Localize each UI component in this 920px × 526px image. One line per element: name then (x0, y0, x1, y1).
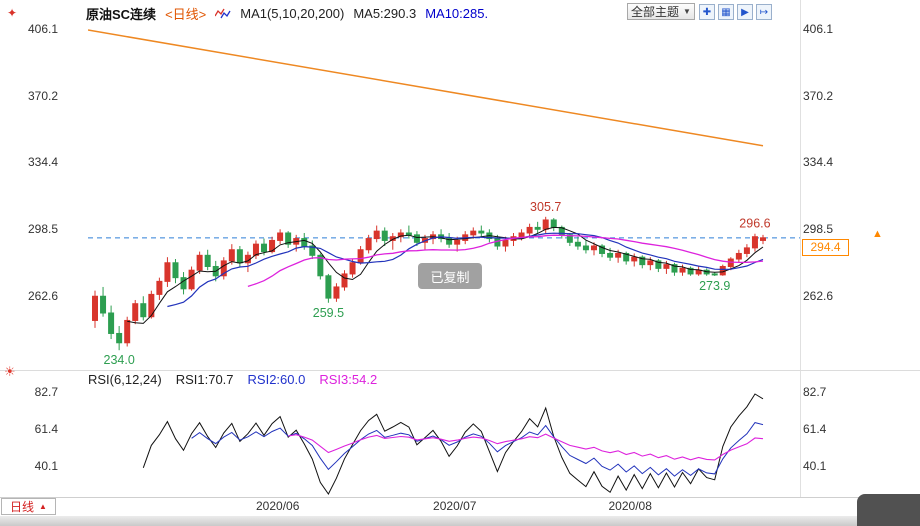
price-annotation: 234.0 (104, 353, 135, 367)
rsi3-value: RSI3:54.2 (319, 372, 378, 387)
y-tick-label: 334.4 (27, 155, 58, 170)
y-tick-label: 40.1 (803, 459, 827, 473)
rsi2-value: RSI2:60.0 (247, 372, 306, 387)
chevron-down-icon: ▼ (683, 7, 691, 16)
layout-move-icon[interactable]: ✚ (699, 4, 715, 20)
y-tick-label: 61.4 (34, 422, 58, 436)
price-annotation: 273.9 (699, 279, 730, 293)
y-tick-label: 61.4 (803, 422, 827, 436)
jump-latest-icon[interactable]: ↦ (756, 4, 772, 20)
tab-daily-label: 日线 (10, 500, 35, 514)
rsi1-value: RSI1:70.7 (175, 372, 234, 387)
x-tick-label: 2020/07 (433, 499, 477, 513)
y-tick-label: 406.1 (27, 22, 58, 36)
latest-price-arrow-icon[interactable]: ▲ (872, 227, 883, 240)
bottom-separator (0, 497, 920, 498)
rsi-indicator-chart[interactable] (88, 388, 800, 497)
symbol-title: 原油SC连续 (86, 6, 157, 22)
chevron-up-icon: ▲ (39, 502, 47, 511)
y-tick-label: 298.5 (803, 222, 834, 237)
right-price-axis: 406.1 370.2 334.4 298.5 262.6 82.7 61.4 40.1 (803, 0, 855, 497)
y-tick-label: 40.1 (34, 459, 58, 473)
theme-dropdown-button[interactable]: 全部主题 ▼ (627, 3, 695, 20)
price-annotation: 296.6 (739, 217, 770, 231)
chart-header: 原油SC连续 <日线> MA1(5,10,20,200) MA5:290.3 M… (86, 4, 488, 22)
y-tick-label: 262.6 (27, 289, 58, 303)
x-tick-label: 2020/08 (608, 499, 652, 513)
y-tick-label: 298.5 (27, 222, 58, 237)
price-annotation: 305.7 (530, 200, 561, 214)
x-tick-label: 2020/06 (255, 499, 300, 513)
kline-icon (215, 7, 231, 19)
left-price-axis: 406.1 370.2 334.4 298.5 262.6 82.7 61.4 40.1 (0, 0, 60, 497)
rsi-settings-label: RSI(6,12,24) (88, 372, 162, 387)
main-candlestick-chart[interactable]: 305.7 296.6 273.9 259.5 234.0 (88, 25, 800, 370)
panel-separator (0, 370, 920, 371)
y-tick-label: 262.6 (803, 289, 834, 303)
rsi-header[interactable]: RSI(6,12,24) RSI1:70.7 RSI2:60.0 RSI3:54… (88, 372, 377, 387)
window-bottom-bar (0, 516, 920, 526)
sun-icon[interactable]: ☀ (4, 364, 16, 379)
y-tick-label: 370.2 (27, 88, 58, 103)
period-label[interactable]: <日线> (165, 6, 207, 22)
x-axis: 2020/06 2020/07 2020/08 (0, 499, 920, 515)
y-tick-label: 370.2 (803, 88, 834, 103)
tab-daily-kline[interactable]: 日线 ▲ (1, 498, 56, 515)
layout-grid-icon[interactable]: ▦ (718, 4, 734, 20)
marker-icon: ✦ (7, 6, 18, 20)
theme-dropdown-label: 全部主题 (631, 5, 680, 19)
ma10-value: MA10:285. (425, 5, 489, 21)
price-annotation: 259.5 (313, 306, 344, 320)
last-price-box: 294.4 (802, 238, 849, 256)
ma5-value: MA5:290.3 (353, 5, 417, 21)
corner-widget[interactable] (857, 494, 920, 526)
y-tick-label: 406.1 (803, 22, 834, 36)
y-tick-label: 82.7 (34, 385, 58, 399)
ma-settings-label[interactable]: MA1(5,10,20,200) (240, 5, 345, 21)
y-tick-label: 334.4 (803, 155, 834, 170)
play-forward-icon[interactable]: ▶ (737, 4, 753, 20)
axis-divider (800, 0, 801, 497)
copied-toast: 已复制 (418, 263, 482, 289)
y-tick-label: 82.7 (803, 385, 827, 399)
